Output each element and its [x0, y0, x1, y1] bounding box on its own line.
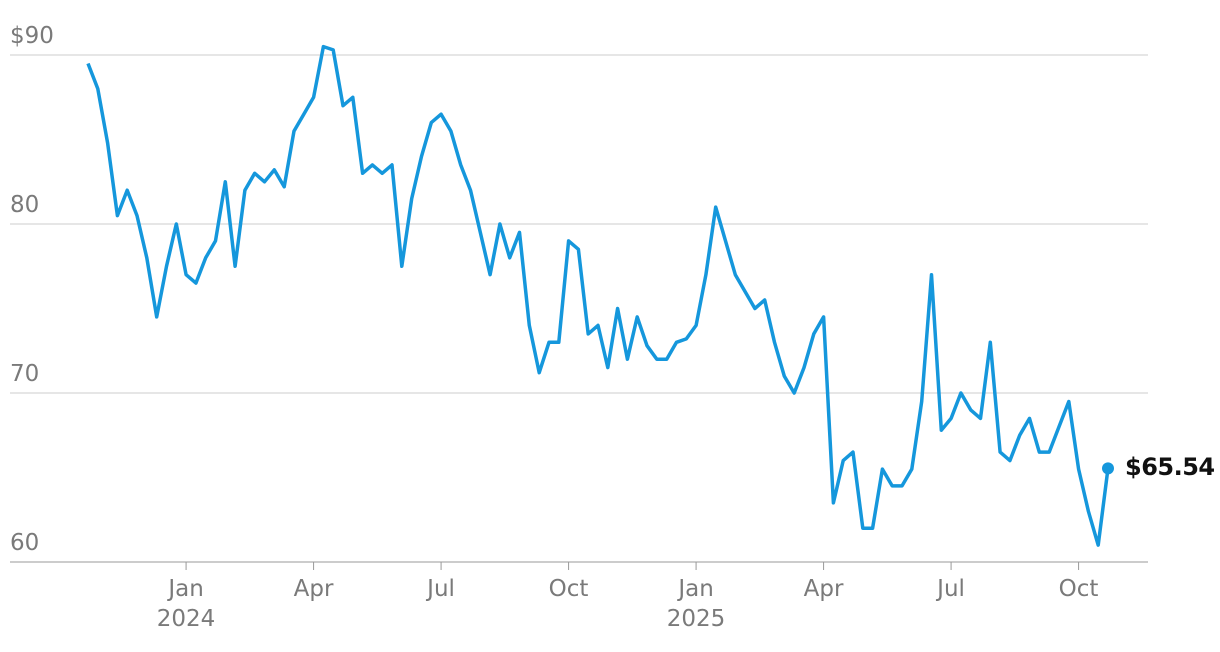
x-tick-label: Jan 2025: [666, 576, 726, 632]
price-line: [86, 44, 1110, 547]
x-tick-label: Oct: [548, 576, 589, 602]
x-tick-label: Apr: [803, 576, 844, 602]
y-tick-label: 80: [10, 192, 40, 218]
end-label: $65.54: [1125, 453, 1215, 482]
y-tick-label: 70: [10, 361, 40, 387]
x-tick-label: Oct: [1058, 576, 1099, 602]
y-tick-label: $90: [10, 23, 54, 49]
x-tick-label: Jul: [427, 576, 455, 602]
y-tick-label: 60: [10, 530, 40, 556]
end-dot: [1102, 462, 1114, 475]
x-tick-label: Jan 2024: [156, 576, 216, 632]
x-tick-label: Jul: [937, 576, 965, 602]
x-tick-label: Apr: [293, 576, 334, 602]
